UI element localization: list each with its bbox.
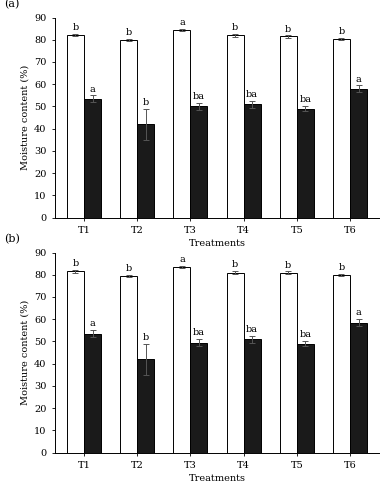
Bar xyxy=(244,339,261,452)
Text: b: b xyxy=(72,24,79,32)
Bar xyxy=(333,274,350,452)
Bar xyxy=(67,272,84,452)
Bar xyxy=(190,106,208,218)
Text: ba: ba xyxy=(300,95,311,104)
Bar xyxy=(226,36,244,218)
Text: ba: ba xyxy=(246,325,258,334)
Bar xyxy=(120,276,137,452)
Text: b: b xyxy=(285,260,291,270)
Text: a: a xyxy=(356,74,361,84)
Text: a: a xyxy=(179,18,185,27)
Bar xyxy=(244,104,261,218)
Text: a: a xyxy=(356,308,361,318)
Text: ba: ba xyxy=(193,328,205,338)
Bar xyxy=(350,322,367,452)
Bar xyxy=(84,98,101,218)
Bar xyxy=(350,88,367,218)
Legend: Raw fish, Fried fish: Raw fish, Fried fish xyxy=(151,268,283,278)
Text: b: b xyxy=(338,263,344,272)
Text: ba: ba xyxy=(300,330,311,339)
Text: b: b xyxy=(232,260,238,269)
Text: a: a xyxy=(179,255,185,264)
Bar xyxy=(280,272,297,452)
Text: b: b xyxy=(143,333,149,342)
Y-axis label: Moisture content (%): Moisture content (%) xyxy=(21,65,30,170)
Bar xyxy=(120,40,137,218)
Bar xyxy=(173,30,190,218)
Bar xyxy=(84,334,101,452)
Bar xyxy=(173,267,190,452)
Bar xyxy=(137,359,154,452)
Text: a: a xyxy=(90,320,95,328)
Text: (b): (b) xyxy=(4,234,20,244)
Text: (a): (a) xyxy=(4,0,20,10)
Bar xyxy=(297,108,314,218)
Bar xyxy=(333,38,350,218)
Text: b: b xyxy=(126,28,132,37)
Text: a: a xyxy=(90,84,95,94)
Bar xyxy=(280,36,297,218)
Text: b: b xyxy=(285,24,291,34)
Text: b: b xyxy=(72,260,79,268)
Text: ba: ba xyxy=(193,92,205,102)
Bar xyxy=(137,124,154,218)
Text: b: b xyxy=(338,26,344,36)
Text: b: b xyxy=(232,22,238,32)
Text: ba: ba xyxy=(246,90,258,99)
Bar xyxy=(226,272,244,452)
X-axis label: Treatments: Treatments xyxy=(188,239,246,248)
Y-axis label: Moisture content (%): Moisture content (%) xyxy=(21,300,30,405)
Bar xyxy=(67,36,84,218)
Bar xyxy=(190,342,208,452)
Text: b: b xyxy=(126,264,132,273)
Bar xyxy=(297,344,314,452)
X-axis label: Treatments: Treatments xyxy=(188,474,246,483)
Text: b: b xyxy=(143,98,149,107)
